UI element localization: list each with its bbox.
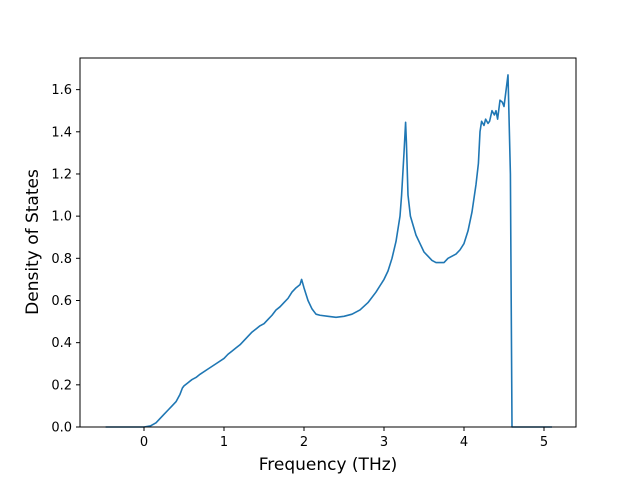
x-tick-label: 4: [460, 435, 468, 450]
y-tick-label: 1.4: [51, 125, 72, 140]
x-tick-label: 0: [140, 435, 148, 450]
y-axis: 0.0 0.2 0.4 0.6 0.8 1.0 1.2 1.4 1.6: [51, 83, 80, 436]
y-tick-label: 0.6: [51, 294, 72, 309]
x-tick-label: 1: [220, 435, 228, 450]
y-tick-label: 1.6: [51, 83, 72, 98]
y-tick-label: 0.4: [51, 336, 72, 351]
plot-area: [105, 74, 552, 428]
axes-frame: [79, 57, 577, 428]
y-axis-label: Density of States: [23, 169, 43, 315]
x-axis-label: Frequency (THz): [259, 455, 398, 475]
x-axis: 0 1 2 3 4 5: [140, 427, 548, 450]
x-tick-label: 5: [540, 435, 548, 450]
y-tick-label: 0.0: [51, 421, 72, 436]
dos-series-line-0: [105, 74, 552, 428]
y-tick-label: 1.0: [51, 210, 72, 225]
y-tick-label: 0.8: [51, 252, 72, 267]
x-tick-label: 2: [300, 435, 308, 450]
y-tick-label: 0.2: [51, 378, 72, 393]
y-tick-label: 1.2: [51, 167, 72, 182]
x-tick-label: 3: [380, 435, 388, 450]
